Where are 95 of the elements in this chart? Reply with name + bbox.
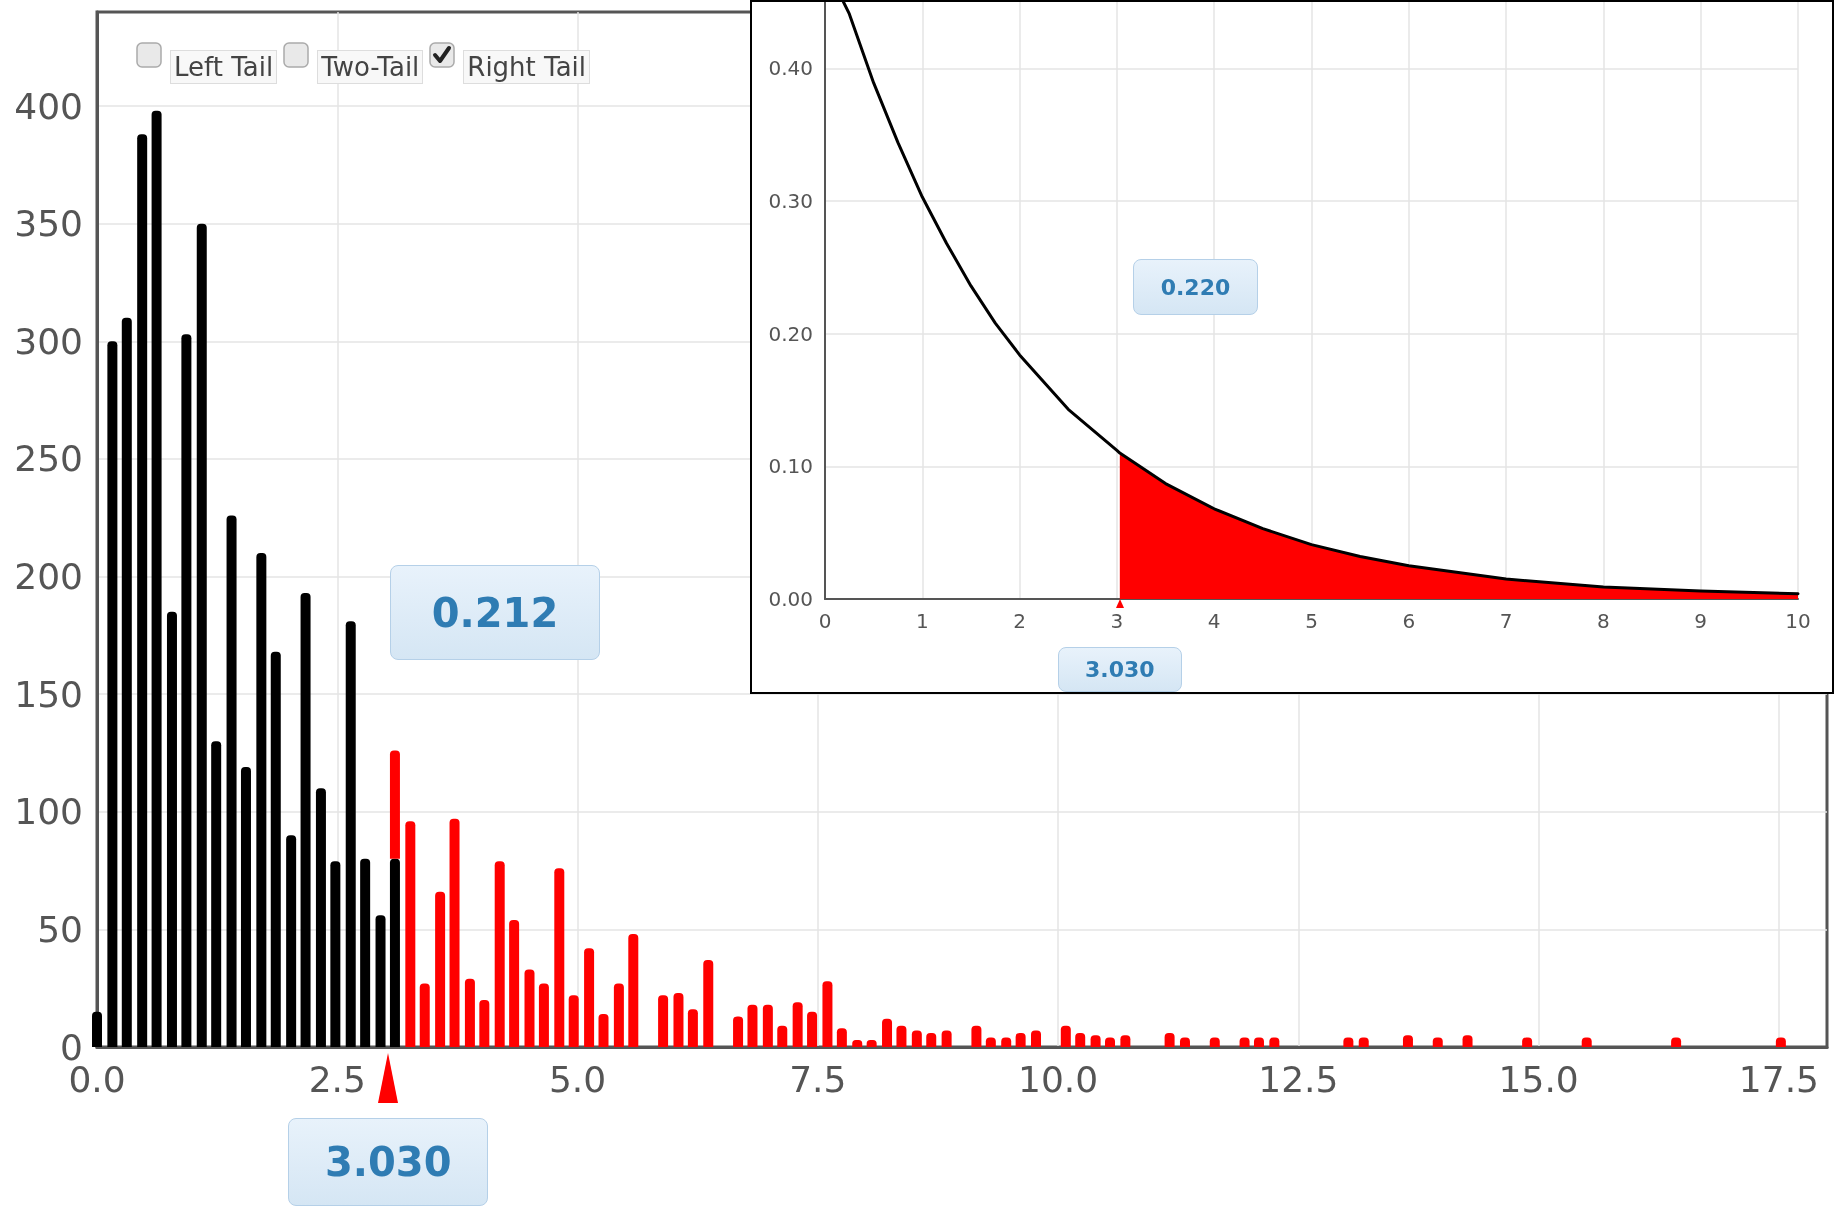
x-tick-label: 2.5 [308, 1058, 366, 1100]
bar [628, 934, 639, 1047]
bar [151, 110, 162, 1047]
bar [330, 861, 341, 1047]
bar [673, 992, 684, 1047]
bar [121, 317, 132, 1047]
y-tick-label: 0.30 [768, 189, 813, 213]
x-tick-label: 7 [1499, 609, 1513, 633]
x-tick-label: 15.0 [1498, 1058, 1579, 1100]
bar [196, 223, 207, 1047]
bar [464, 978, 475, 1047]
bar [598, 1014, 609, 1047]
x-tick-label: 5 [1305, 609, 1318, 633]
bar [703, 959, 714, 1047]
bar [568, 995, 579, 1047]
x-tick-label: 6 [1402, 609, 1416, 633]
y-tick-label: 350 [14, 203, 83, 245]
y-tick-label: 100 [14, 791, 83, 833]
bar [1031, 1030, 1042, 1047]
bar [911, 1030, 922, 1047]
x-tick-label: 9 [1694, 609, 1708, 633]
x-tick-label: 3 [1110, 609, 1124, 633]
bar [733, 1016, 744, 1047]
y-tick-label: 0.40 [768, 56, 813, 81]
bar [107, 341, 118, 1047]
bar [181, 334, 192, 1047]
y-tick-label: 0.00 [768, 587, 813, 611]
y-tick-label: 50 [37, 908, 83, 950]
bar [166, 611, 177, 1047]
bar [836, 1028, 847, 1047]
bar [405, 821, 416, 1047]
bar [524, 969, 535, 1047]
y-tick-label: 0.20 [768, 321, 813, 346]
bar [360, 858, 371, 1047]
bar [792, 1002, 803, 1047]
callout-box: 3.030 [288, 1118, 489, 1206]
annotation: Two-Tail [317, 50, 424, 84]
annotation: Left Tail [170, 50, 278, 84]
x-tick-label: 10.0 [1018, 1058, 1099, 1100]
bar [345, 621, 356, 1047]
bar [435, 891, 446, 1047]
bar [777, 1025, 788, 1047]
annotation: Right Tail [463, 50, 591, 84]
bar [256, 553, 267, 1047]
bar [270, 651, 281, 1047]
x-tick-label: 2 [1013, 609, 1026, 633]
y-tick-label: 400 [14, 85, 83, 127]
bar [419, 983, 430, 1047]
bar [882, 1018, 893, 1047]
bar [509, 919, 520, 1047]
bar [300, 593, 311, 1047]
bar [449, 818, 460, 1047]
y-tick-label: 200 [14, 556, 83, 598]
x-tick-label: 1 [915, 609, 929, 633]
bar [1060, 1025, 1071, 1047]
bar [554, 868, 565, 1047]
callout-box: 3.030 [1057, 647, 1182, 692]
bar [211, 741, 222, 1047]
bar [389, 858, 400, 1047]
y-tick-label: 300 [14, 320, 83, 362]
bar [971, 1025, 982, 1047]
x-tick-label: 8 [1597, 609, 1610, 633]
bar [137, 134, 148, 1047]
y-tick-label: 0.10 [768, 454, 813, 479]
bar [226, 515, 237, 1047]
x-tick-label: 0 [818, 609, 832, 633]
bar [807, 1011, 818, 1047]
bar [315, 788, 326, 1047]
callout-box: 0.220 [1133, 259, 1258, 315]
bar [896, 1025, 907, 1047]
bar [538, 983, 549, 1047]
bar [613, 983, 624, 1047]
bar [822, 981, 833, 1047]
bar [687, 1009, 698, 1047]
x-tick-label: 12.5 [1258, 1058, 1339, 1100]
bar [286, 835, 297, 1047]
x-tick-label: 7.5 [789, 1058, 847, 1100]
callout-box: 0.212 [390, 565, 600, 660]
bar [494, 861, 505, 1047]
x-tick-label: 5.0 [548, 1058, 607, 1100]
bar [584, 948, 595, 1047]
bar [747, 1004, 758, 1047]
bar [375, 915, 386, 1047]
y-tick-label: 250 [14, 438, 83, 480]
x-tick-label: 17.5 [1738, 1058, 1820, 1100]
bar [92, 1011, 102, 1047]
y-tick-label: 150 [14, 673, 83, 715]
bar [479, 999, 490, 1047]
bar [658, 995, 669, 1047]
bar [762, 1004, 773, 1047]
bar [240, 767, 251, 1047]
x-tick-label: 4 [1207, 609, 1221, 633]
bar [389, 750, 400, 859]
x-tick-label: 10 [1785, 609, 1811, 633]
bar [941, 1030, 952, 1047]
